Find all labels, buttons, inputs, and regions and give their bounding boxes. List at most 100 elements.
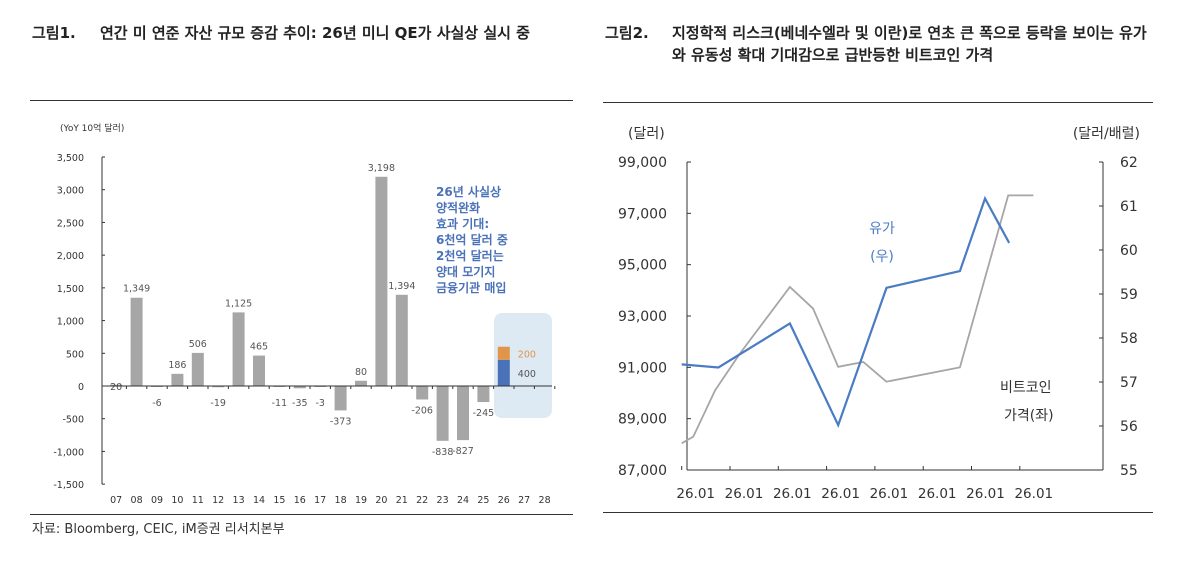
x-tick-label: 26.01 bbox=[676, 486, 715, 502]
figure1-bottom-rule bbox=[30, 514, 573, 515]
right-tick-label: 59 bbox=[1120, 287, 1138, 303]
x-tick-label: 20 bbox=[375, 495, 387, 506]
x-tick-label: 25 bbox=[477, 495, 489, 506]
legend-oil: (우) bbox=[870, 249, 894, 265]
y-tick-label: 1,500 bbox=[57, 284, 84, 295]
bar-label: -206 bbox=[411, 405, 433, 416]
bar-label: 186 bbox=[168, 360, 186, 371]
series-line-bitcoin bbox=[681, 194, 1034, 445]
bar-label: -3 bbox=[315, 398, 324, 409]
bar-26-label: 400 bbox=[518, 369, 536, 380]
x-tick-label: 23 bbox=[437, 495, 449, 506]
left-tick-label: 91,000 bbox=[618, 360, 667, 376]
bar-label: -245 bbox=[473, 408, 495, 419]
left-tick-label: 89,000 bbox=[618, 412, 667, 428]
right-tick-label: 57 bbox=[1120, 375, 1138, 391]
right-tick-label: 56 bbox=[1120, 419, 1138, 435]
x-tick-label: 07 bbox=[110, 495, 122, 506]
figure2-title: 지정학적 리스크(베네수엘라 및 이란)로 연초 큰 폭으로 등락을 보이는 유… bbox=[672, 24, 1147, 64]
bar-23 bbox=[436, 386, 449, 441]
y-tick-label: -1,000 bbox=[53, 447, 84, 458]
x-tick-label: 17 bbox=[314, 495, 326, 506]
bar-label: -373 bbox=[330, 416, 352, 427]
x-tick-label: 27 bbox=[518, 495, 530, 506]
y-tick-label: 0 bbox=[78, 382, 84, 393]
x-tick-label: 26.01 bbox=[1014, 486, 1053, 502]
right-tick-label: 55 bbox=[1120, 463, 1138, 479]
bar-14 bbox=[253, 355, 265, 386]
annotation-line: 26년 사실상 bbox=[436, 184, 501, 199]
x-tick-label: 26 bbox=[498, 495, 510, 506]
bar-label: -6 bbox=[152, 398, 161, 409]
legend-bitcoin: 비트코인 bbox=[1000, 380, 1052, 396]
bar-label: -827 bbox=[452, 446, 474, 457]
left-tick-label: 99,000 bbox=[618, 155, 667, 171]
bar-07 bbox=[110, 384, 123, 386]
x-tick-label: 12 bbox=[212, 495, 224, 506]
right-axis-label: (달러/배럴) bbox=[1073, 126, 1140, 142]
x-tick-label: 15 bbox=[273, 495, 285, 506]
y-tick-label: 2,000 bbox=[57, 251, 84, 262]
annotation-line: 금융기관 매입 bbox=[436, 280, 506, 295]
bar-label: -11 bbox=[272, 398, 288, 409]
series-line-oil bbox=[681, 195, 1011, 429]
right-tick-label: 61 bbox=[1120, 199, 1138, 215]
x-tick-label: 10 bbox=[171, 495, 183, 506]
x-tick-label: 19 bbox=[355, 495, 367, 506]
bar-20 bbox=[375, 176, 388, 386]
bar-26-segment bbox=[497, 346, 510, 360]
x-tick-label: 21 bbox=[396, 495, 408, 506]
bar-label: 20 bbox=[110, 382, 122, 393]
legend-bitcoin: 가격(좌) bbox=[1004, 408, 1054, 424]
bar-10 bbox=[171, 373, 184, 386]
figure2-bottom-rule bbox=[603, 512, 1153, 513]
bar-label: 1,125 bbox=[225, 298, 252, 309]
annotation-line: 2천억 달러는 bbox=[436, 248, 504, 263]
bar-08 bbox=[130, 297, 143, 386]
x-tick-label: 26.01 bbox=[821, 486, 860, 502]
y-tick-label: 3,500 bbox=[57, 153, 84, 164]
x-tick-label: 08 bbox=[131, 495, 143, 506]
bar-label: 506 bbox=[189, 339, 207, 350]
bar-12 bbox=[212, 386, 225, 388]
y-axis-label: (YoY 10억 달러) bbox=[60, 122, 124, 134]
annotation-line: 양대 모기지 bbox=[436, 264, 495, 279]
bar-label: -19 bbox=[210, 398, 226, 409]
annotation-line: 6천억 달러 중 bbox=[436, 232, 508, 247]
left-axis-label: (달러) bbox=[628, 126, 665, 142]
figure2-top-rule bbox=[603, 102, 1153, 103]
x-tick-label: 13 bbox=[233, 495, 245, 506]
x-tick-label: 26.01 bbox=[773, 486, 812, 502]
bar-label: 1,349 bbox=[123, 284, 150, 295]
figure1-top-rule bbox=[30, 100, 573, 101]
bar-11 bbox=[191, 352, 204, 386]
y-tick-label: -1,500 bbox=[53, 480, 84, 491]
x-tick-label: 14 bbox=[253, 495, 265, 506]
right-tick-label: 62 bbox=[1120, 155, 1138, 171]
y-tick-label: 3,000 bbox=[57, 186, 84, 197]
y-tick-label: 2,500 bbox=[57, 218, 84, 229]
y-tick-label: -500 bbox=[62, 415, 84, 426]
source-note: 자료: Bloomberg, CEIC, iM증권 리서치본부 bbox=[32, 522, 285, 537]
bar-25 bbox=[477, 386, 490, 403]
left-tick-label: 97,000 bbox=[618, 206, 667, 222]
x-tick-label: 26.01 bbox=[966, 486, 1005, 502]
left-tick-label: 93,000 bbox=[618, 309, 667, 325]
bar-label: 465 bbox=[250, 342, 268, 353]
left-tick-label: 87,000 bbox=[618, 463, 667, 479]
bar-label: -838 bbox=[432, 447, 454, 458]
bar-26-label: 200 bbox=[518, 349, 536, 360]
annotation-line: 효과 기대: bbox=[436, 216, 489, 231]
y-tick-label: 1,000 bbox=[57, 317, 84, 328]
bar-18 bbox=[334, 386, 347, 411]
x-tick-label: 11 bbox=[192, 495, 204, 506]
right-tick-label: 60 bbox=[1120, 243, 1138, 259]
bar-13 bbox=[232, 312, 245, 386]
bar-label: 3,198 bbox=[368, 163, 395, 174]
bar-label: -35 bbox=[292, 398, 308, 409]
x-tick-label: 16 bbox=[294, 495, 306, 506]
bar-16 bbox=[293, 386, 306, 389]
x-tick-label: 18 bbox=[335, 495, 347, 506]
figure2-number: 그림2. bbox=[605, 24, 649, 42]
y-tick-label: 500 bbox=[66, 349, 84, 360]
